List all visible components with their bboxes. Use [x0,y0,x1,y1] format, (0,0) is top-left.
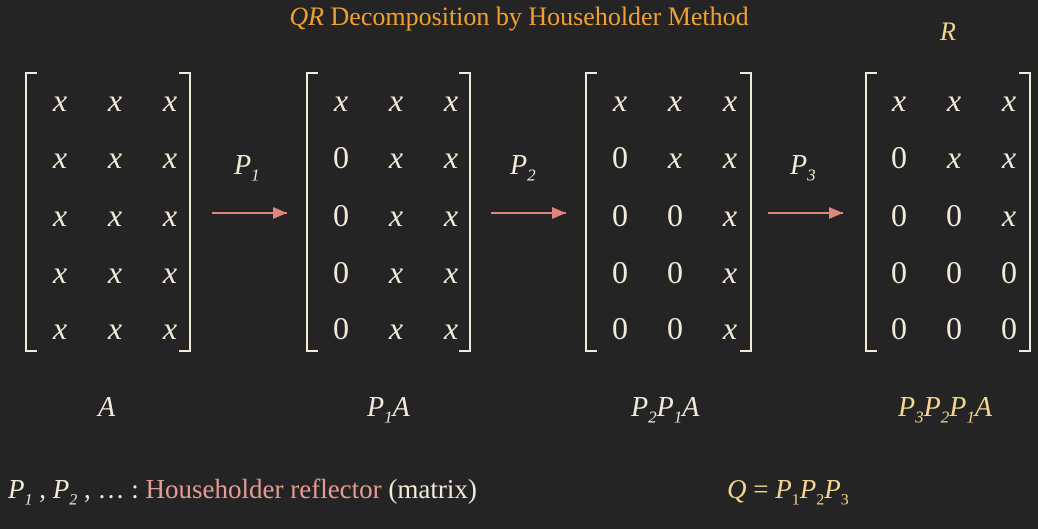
matrix-2-cell-r4c3: x [443,254,459,290]
matrix-4-cell-r3c2: 0 [946,197,962,233]
arrow-label-p2: P2 [510,150,536,185]
matrix-3-cell-r1c3: x [722,82,738,118]
matrix-4-cell-r3c3: x [1001,197,1017,233]
matrix-3-cell-r5c2: 0 [667,310,683,346]
matrix-4-cell-r5c3: 0 [1001,310,1017,346]
matrix-2-cell-r2c2: x [388,139,404,175]
caption-a: A [98,392,116,423]
matrix-3-cell-r5c3: x [722,310,738,346]
matrix-4-cell-r2c1: 0 [891,139,907,175]
matrix-2-cell-r2c3: x [443,139,459,175]
matrix-4-cell-r5c2: 0 [946,310,962,346]
caption-p2p1a: P2P1A [631,392,700,427]
matrix-1-cell-r2c3: x [162,139,178,175]
diagram-title: QR Decomposition by Householder Method [0,2,1038,32]
matrix-2-cell-r5c2: x [388,310,404,346]
matrix-4-cell-r1c3: x [1001,82,1017,118]
matrix-1-cell-r3c3: x [162,197,178,233]
matrix-3-cell-r2c2: x [667,139,683,175]
matrix-3-cell-r3c1: 0 [612,197,628,233]
caption-p3p2p1a: P3P2P1A [898,392,992,427]
matrix-1-cell-r2c2: x [107,139,123,175]
matrix-4-cell-r1c1: x [891,82,907,118]
matrix-2-cell-r5c1: 0 [333,310,349,346]
arrow-label-p3: P3 [790,150,816,185]
matrix-r-left-bracket [865,72,877,352]
matrix-2-cell-r3c1: 0 [333,197,349,233]
matrix-3-cell-r3c2: 0 [667,197,683,233]
matrix-1-cell-r4c2: x [107,254,123,290]
matrix-4-cell-r4c2: 0 [946,254,962,290]
matrix-3-cell-r5c1: 0 [612,310,628,346]
matrix-1-cell-r3c1: x [52,197,68,233]
matrix-a-right-bracket [179,72,191,352]
footer-definition: P1 , P2 , … : Householder reflector (mat… [8,474,477,509]
matrix-1-cell-r1c1: x [52,82,68,118]
matrix-2-cell-r3c2: x [388,197,404,233]
matrix-3-cell-r2c3: x [722,139,738,175]
arrow-label-p1: P1 [234,150,260,185]
matrix-2-cell-r5c3: x [443,310,459,346]
matrix-p1a-left-bracket [306,72,318,352]
matrix-2-cell-r1c2: x [388,82,404,118]
matrix-4-cell-r2c2: x [946,139,962,175]
matrix-2-cell-r2c1: 0 [333,139,349,175]
matrix-4-cell-r1c2: x [946,82,962,118]
title-text: Decomposition by Householder Method [330,2,749,31]
matrix-1-cell-r5c2: x [107,310,123,346]
matrix-1-cell-r1c2: x [107,82,123,118]
matrix-2-cell-r1c3: x [443,82,459,118]
matrix-a-left-bracket [25,72,37,352]
matrix-2-cell-r4c1: 0 [333,254,349,290]
matrix-p1a-right-bracket [459,72,471,352]
matrix-4-cell-r5c1: 0 [891,310,907,346]
matrix-3-cell-r1c2: x [667,82,683,118]
matrix-4-cell-r4c1: 0 [891,254,907,290]
matrix-1-cell-r4c1: x [52,254,68,290]
q-equation: Q = P1P2P3 [727,474,849,509]
matrix-1-cell-r3c2: x [107,197,123,233]
matrix-3-cell-r3c3: x [722,197,738,233]
matrix-3-cell-r4c1: 0 [612,254,628,290]
matrix-4-cell-r3c1: 0 [891,197,907,233]
matrix-2-cell-r4c2: x [388,254,404,290]
matrix-3-cell-r4c3: x [722,254,738,290]
matrix-4-cell-r2c3: x [1001,139,1017,175]
matrix-p2p1a-right-bracket [740,72,752,352]
title-prefix: QR [289,2,325,31]
matrix-4-cell-r4c3: 0 [1001,254,1017,290]
caption-p1a: P1A [367,392,410,427]
matrix-2-cell-r3c3: x [443,197,459,233]
matrix-1-cell-r2c1: x [52,139,68,175]
matrix-3-cell-r4c2: 0 [667,254,683,290]
matrix-p2p1a-left-bracket [585,72,597,352]
r-label: R [940,17,956,46]
matrix-3-cell-r1c1: x [612,82,628,118]
matrix-2-cell-r1c1: x [333,82,349,118]
matrix-1-cell-r4c3: x [162,254,178,290]
matrix-r-right-bracket [1019,72,1031,352]
matrix-3-cell-r2c1: 0 [612,139,628,175]
matrix-1-cell-r5c1: x [52,310,68,346]
householder-reflector-text: Householder reflector [145,474,382,504]
matrix-1-cell-r5c3: x [162,310,178,346]
matrix-1-cell-r1c3: x [162,82,178,118]
